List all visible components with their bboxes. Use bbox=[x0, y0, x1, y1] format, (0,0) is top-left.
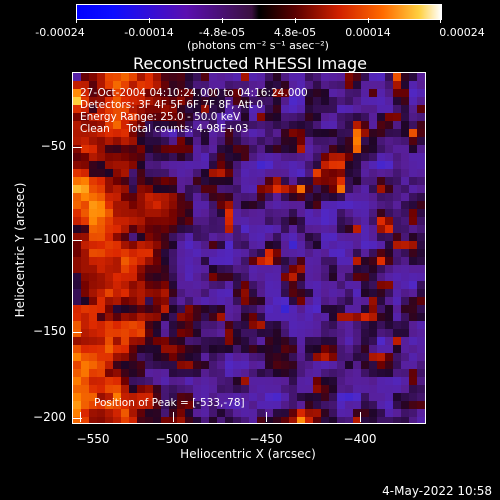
x-tick-label: −400 bbox=[343, 432, 377, 446]
colorbar-units: (photons cm⁻² s⁻¹ asec⁻²) bbox=[187, 39, 329, 52]
y-tick bbox=[72, 418, 82, 419]
colorbar bbox=[76, 4, 442, 20]
x-tick bbox=[266, 412, 267, 422]
y-tick bbox=[72, 332, 82, 333]
info-detectors: Detectors: 3F 4F 5F 6F 7F 8F, Att 0 bbox=[80, 99, 264, 111]
x-tick bbox=[360, 412, 361, 422]
colorbar-tick bbox=[222, 18, 223, 23]
colorbar-tick-label: -0.00014 bbox=[124, 26, 174, 39]
plot-title: Reconstructed RHESSI Image bbox=[133, 54, 367, 73]
info-method-counts: Clean Total counts: 4.98E+03 bbox=[80, 123, 249, 135]
info-time-range: 27-Oct-2004 04:10:24.000 to 04:16:24.000 bbox=[80, 87, 308, 99]
x-tick bbox=[80, 412, 81, 422]
colorbar-tick bbox=[295, 18, 296, 23]
y-tick bbox=[72, 240, 82, 241]
colorbar-tick-label: 0.00014 bbox=[345, 26, 391, 39]
colorbar-tick bbox=[76, 18, 77, 23]
colorbar-tick bbox=[368, 18, 369, 23]
x-axis-label: Heliocentric X (arcsec) bbox=[180, 447, 316, 461]
colorbar-tick bbox=[149, 18, 150, 23]
x-tick bbox=[173, 412, 174, 422]
peak-position: Position of Peak = [-533,-78] bbox=[94, 397, 245, 409]
x-tick-label: −500 bbox=[155, 432, 189, 446]
colorbar-tick-label: -0.00024 bbox=[35, 26, 85, 39]
colorbar-tick-label: -4.8e-05 bbox=[198, 26, 246, 39]
colorbar-tick-label: 0.00024 bbox=[439, 26, 485, 39]
rhessi-image-panel bbox=[72, 72, 426, 424]
colorbar-tick bbox=[440, 18, 441, 23]
x-tick-label: −450 bbox=[249, 432, 283, 446]
y-axis-label: Heliocentric Y (arcsec) bbox=[13, 182, 27, 318]
y-tick-label: −50 bbox=[40, 139, 66, 153]
info-energy-range: Energy Range: 25.0 - 50.0 keV bbox=[80, 111, 241, 123]
y-tick bbox=[72, 147, 82, 148]
y-tick-label: −100 bbox=[33, 232, 66, 246]
y-tick-label: −150 bbox=[33, 324, 66, 338]
date-stamp: 4-May-2022 10:58 bbox=[382, 484, 492, 498]
colorbar-tick-label: 4.8e-05 bbox=[273, 26, 317, 39]
x-tick-label: −550 bbox=[76, 432, 110, 446]
y-tick-label: −200 bbox=[33, 410, 66, 424]
rhessi-image bbox=[73, 73, 425, 423]
